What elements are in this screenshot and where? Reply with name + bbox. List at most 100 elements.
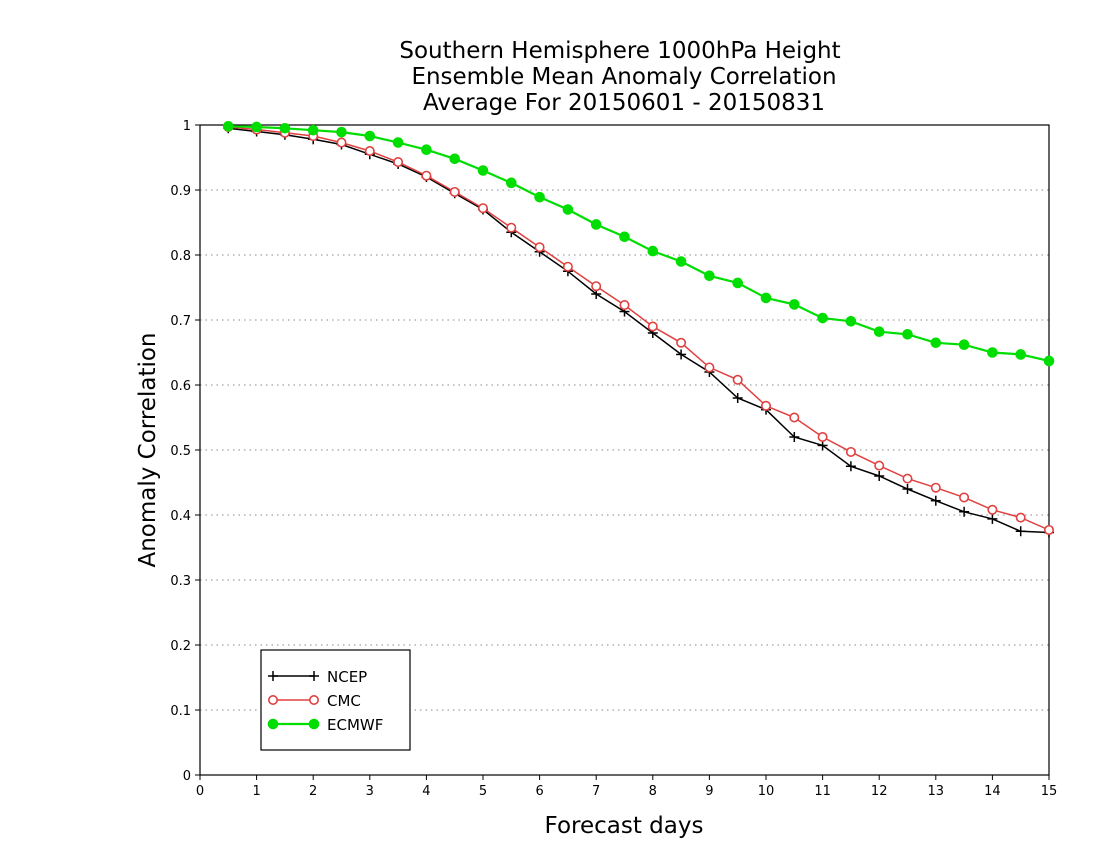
data-point-cmc (562, 261, 573, 272)
data-point-cmc (421, 170, 432, 181)
data-point-cmc (336, 137, 347, 148)
data-point-ecmwf (279, 122, 291, 134)
x-tick-label: 4 (422, 784, 430, 799)
data-point-cmc (817, 431, 828, 442)
data-point-cmc (959, 492, 970, 503)
data-point-ncep (1015, 526, 1026, 537)
data-point-ecmwf (619, 231, 630, 243)
data-point-ncep (845, 461, 856, 472)
data-point-cmc (874, 460, 885, 471)
data-point-cmc (506, 222, 517, 233)
data-point-ecmwf (590, 219, 602, 230)
data-point-ecmwf (534, 191, 545, 203)
data-point-cmc (449, 186, 460, 197)
y-tick-label: 0.9 (170, 184, 191, 199)
data-point-cmc (676, 337, 687, 348)
x-tick-label: 13 (928, 784, 945, 799)
x-axis-label: Forecast days (545, 813, 704, 839)
data-point-cmc (364, 146, 375, 157)
data-point-cmc (619, 300, 630, 311)
y-tick-label: 0.3 (170, 574, 191, 589)
data-point-ncep (874, 471, 885, 481)
gridlines (200, 189, 1049, 711)
data-point-ecmwf (1015, 349, 1027, 360)
data-point-ecmwf (732, 277, 744, 289)
data-point-ecmwf (902, 329, 913, 340)
legend-marker-ecmwf (267, 718, 279, 730)
x-tick-label: 15 (1041, 784, 1058, 799)
title-line-3: Average For 20150601 - 20150831 (423, 90, 825, 116)
data-point-cmc (704, 362, 715, 373)
data-point-ecmwf (336, 126, 347, 138)
data-point-cmc (987, 504, 998, 515)
legend-marker-ncep (268, 671, 278, 681)
y-axis-label: Anomaly Correlation (135, 332, 161, 567)
data-point-ecmwf (449, 153, 461, 165)
data-point-ecmwf (873, 326, 885, 338)
data-point-ecmwf (675, 256, 687, 267)
series-line-ecmwf (228, 125, 1050, 362)
series-layer (223, 121, 1055, 538)
x-tick-label: 0 (196, 784, 204, 799)
data-point-ncep (987, 513, 998, 524)
data-point-ecmwf (364, 130, 376, 142)
data-point-ecmwf (562, 204, 574, 215)
series-ncep (223, 123, 1054, 538)
data-point-cmc (393, 157, 404, 168)
data-point-ecmwf (760, 292, 772, 304)
legend-label-cmc: CMC (327, 692, 361, 710)
data-point-ecmwf (1043, 355, 1055, 367)
data-point-ncep (789, 432, 800, 442)
data-point-cmc (534, 242, 545, 253)
series-line-ncep (228, 127, 1050, 534)
x-tick-label: 9 (705, 784, 713, 799)
legend-label-ecmwf: ECMWF (327, 716, 383, 734)
x-tick-label: 12 (871, 784, 888, 799)
data-point-cmc (845, 446, 856, 457)
x-tick-label: 2 (309, 784, 317, 799)
data-point-cmc (647, 321, 658, 332)
data-point-cmc (902, 473, 913, 484)
legend-item-cmc: CMC (267, 692, 361, 710)
data-point-ncep (930, 495, 941, 506)
data-point-cmc (732, 374, 743, 385)
y-tick-label: 1 (183, 119, 191, 134)
data-point-cmc (477, 203, 488, 214)
y-axis-ticks: 0 0.1 0.2 0.3 0.4 0.5 0.6 0.7 0.8 0.9 1 (170, 119, 200, 784)
y-tick-label: 0.1 (170, 704, 191, 719)
series-ecmwf (223, 121, 1055, 367)
data-point-cmc (930, 482, 941, 493)
data-point-ncep (817, 440, 828, 451)
title-line-1: Southern Hemisphere 1000hPa Height (399, 38, 840, 64)
y-tick-label: 0.6 (170, 379, 191, 394)
data-point-ecmwf (506, 177, 517, 189)
data-point-ecmwf (477, 165, 489, 176)
x-tick-label: 14 (984, 784, 1001, 799)
x-axis-ticks: 0 1 2 3 4 5 6 7 8 9 10 11 12 13 14 15 (196, 775, 1057, 799)
legend-marker-cmc (267, 694, 278, 705)
legend-label-ncep: NCEP (327, 668, 367, 686)
data-point-ecmwf (817, 312, 828, 324)
x-tick-label: 1 (252, 784, 260, 799)
y-tick-label: 0.8 (170, 249, 191, 264)
y-tick-label: 0 (183, 769, 191, 784)
data-point-cmc (789, 412, 800, 423)
series-line-cmc (228, 126, 1050, 531)
series-cmc (223, 121, 1055, 535)
data-point-ecmwf (647, 245, 659, 257)
data-point-ncep (902, 484, 913, 494)
data-point-ecmwf (392, 137, 404, 148)
legend-item-ecmwf: ECMWF (267, 716, 383, 734)
y-tick-label: 0.7 (170, 314, 191, 329)
legend-marker-ecmwf (308, 718, 320, 730)
x-tick-label: 7 (592, 784, 600, 799)
data-point-ecmwf (930, 337, 942, 349)
data-point-cmc (1044, 524, 1055, 535)
x-tick-label: 8 (649, 784, 657, 799)
data-point-ecmwf (845, 316, 857, 327)
y-tick-label: 0.2 (170, 639, 191, 654)
data-point-ncep (676, 349, 687, 360)
legend-marker-ncep (309, 671, 319, 681)
x-tick-label: 3 (366, 784, 374, 799)
